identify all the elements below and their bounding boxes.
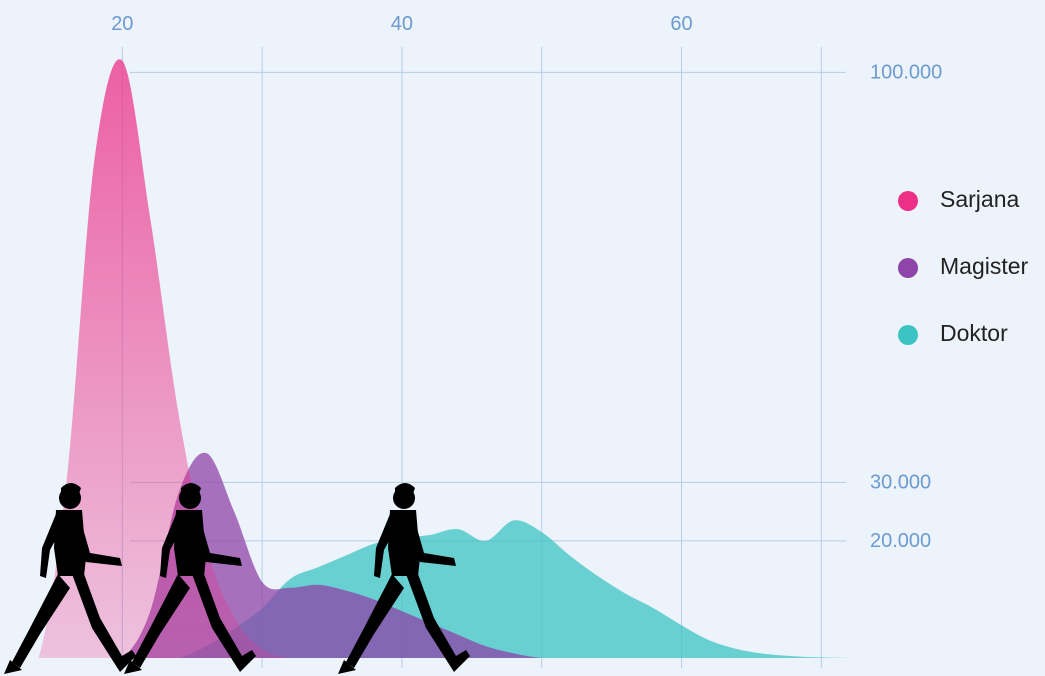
legend-swatch [898,191,918,211]
y-tick-label: 20.000 [870,530,931,552]
x-tick-label: 60 [670,13,692,35]
legend-label: Sarjana [940,186,1019,212]
legend-label: Magister [940,253,1029,279]
legend-swatch [898,258,918,278]
y-tick-label: 100.000 [870,62,942,84]
grid [121,47,846,668]
x-tick-label: 20 [111,13,133,35]
labels: 20 40 60 20.000 30.000 100.000 [111,13,942,552]
legend-label: Doktor [940,320,1008,346]
area [10,520,850,658]
x-tick-label: 40 [391,13,413,35]
legend: Sarjana Magister Doktor [898,186,1029,346]
areas [10,59,850,658]
legend-swatch [898,325,918,345]
area [10,59,850,658]
y-tick-label: 30.000 [870,472,931,494]
